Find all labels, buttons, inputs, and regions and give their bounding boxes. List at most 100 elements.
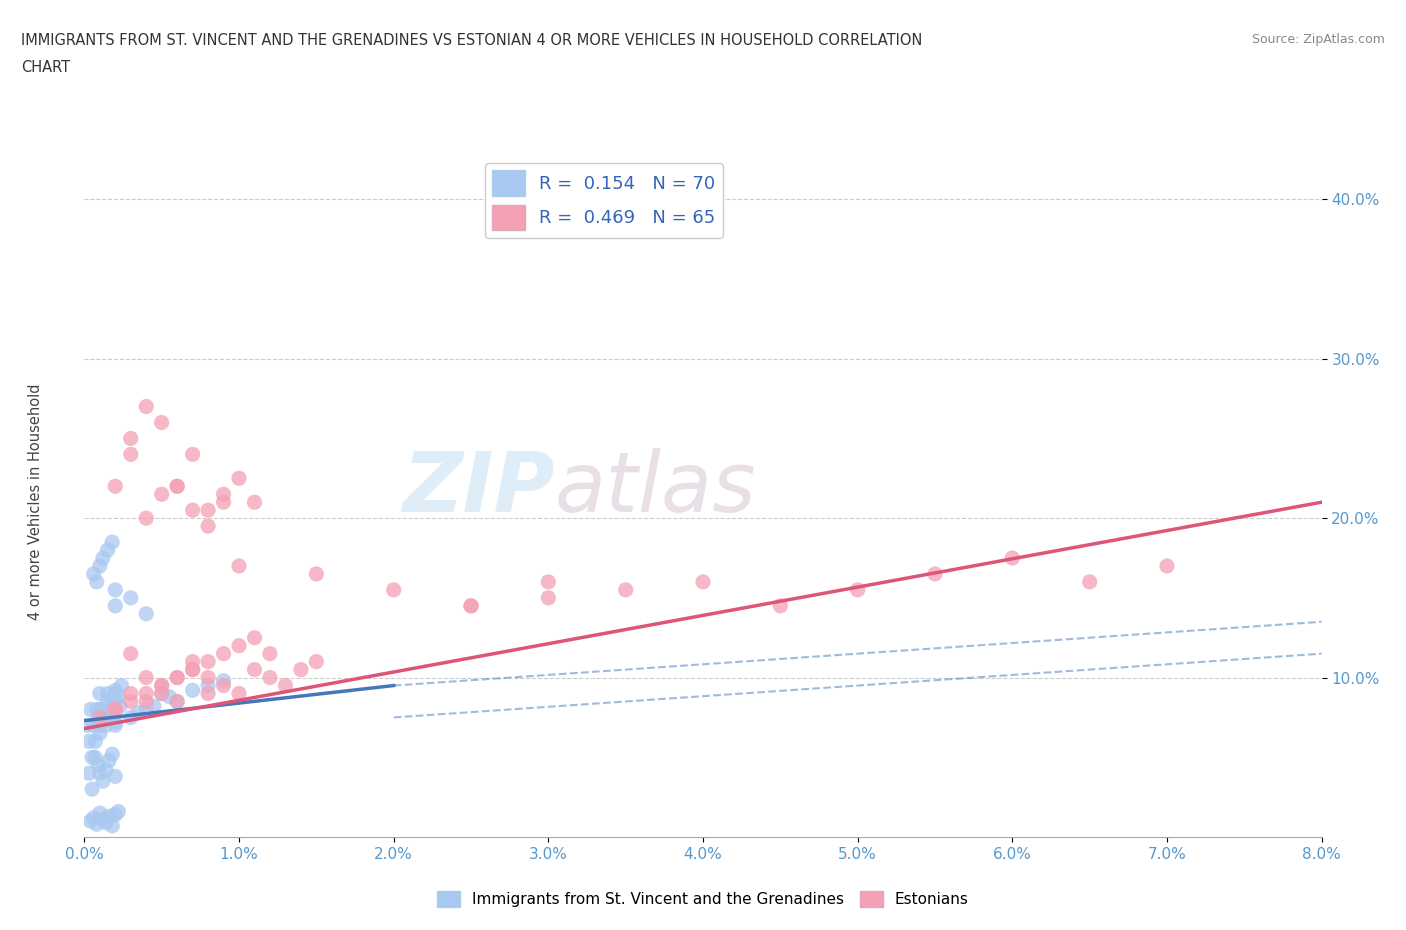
Point	[107, 689, 129, 704]
Point	[110, 678, 132, 693]
Point	[614, 224, 637, 239]
Point	[243, 631, 266, 645]
Point	[212, 673, 235, 688]
Point	[87, 758, 110, 773]
Point	[135, 511, 157, 525]
Point	[135, 606, 157, 621]
Point	[82, 782, 104, 797]
Point	[104, 715, 127, 730]
Point	[243, 495, 266, 510]
Point	[94, 718, 117, 733]
Point	[91, 812, 114, 827]
Point	[181, 503, 204, 518]
Point	[537, 591, 560, 605]
Point	[104, 718, 127, 733]
Point	[614, 582, 637, 597]
Point	[79, 702, 101, 717]
Point	[305, 654, 328, 669]
Point	[150, 678, 173, 693]
Point	[86, 575, 108, 590]
Point	[86, 817, 108, 831]
Point	[228, 471, 250, 485]
Point	[120, 686, 142, 701]
Point	[150, 678, 173, 693]
Point	[104, 694, 127, 709]
Point	[274, 678, 297, 693]
Point	[108, 698, 131, 713]
Point	[1001, 551, 1024, 565]
Point	[104, 702, 127, 717]
Point	[120, 694, 142, 709]
Point	[120, 447, 142, 462]
Legend: R =  0.154   N = 70, R =  0.469   N = 65: R = 0.154 N = 70, R = 0.469 N = 65	[485, 163, 723, 237]
Point	[150, 686, 173, 701]
Point	[93, 710, 115, 724]
Point	[104, 598, 127, 613]
Point	[101, 747, 124, 762]
Point	[212, 495, 235, 510]
Point	[166, 671, 188, 685]
Point	[91, 551, 114, 565]
Point	[104, 582, 127, 597]
Point	[103, 702, 125, 717]
Point	[692, 575, 714, 590]
Point	[77, 765, 100, 780]
Point	[104, 769, 127, 784]
Point	[83, 566, 105, 581]
Point	[94, 763, 117, 777]
Point	[259, 671, 281, 685]
Point	[89, 718, 111, 733]
Point	[104, 807, 127, 822]
Text: 4 or more Vehicles in Household: 4 or more Vehicles in Household	[28, 384, 42, 620]
Point	[98, 809, 121, 824]
Point	[1078, 575, 1101, 590]
Point	[166, 694, 188, 709]
Point	[228, 559, 250, 574]
Point	[212, 646, 235, 661]
Point	[76, 718, 98, 733]
Point	[82, 750, 104, 764]
Point	[83, 718, 105, 733]
Point	[79, 814, 101, 829]
Point	[89, 765, 111, 780]
Point	[84, 734, 107, 749]
Point	[228, 638, 250, 653]
Point	[846, 582, 869, 597]
Point	[197, 671, 219, 685]
Point	[135, 686, 157, 701]
Point	[382, 582, 405, 597]
Point	[259, 646, 281, 661]
Point	[87, 710, 110, 724]
Point	[104, 705, 127, 720]
Point	[1156, 559, 1178, 574]
Point	[159, 689, 180, 704]
Point	[104, 702, 127, 717]
Point	[197, 686, 219, 701]
Legend: Immigrants from St. Vincent and the Grenadines, Estonians: Immigrants from St. Vincent and the Gren…	[432, 884, 974, 913]
Point	[94, 816, 117, 830]
Point	[460, 598, 482, 613]
Point	[135, 671, 157, 685]
Point	[120, 646, 142, 661]
Point	[104, 683, 127, 698]
Point	[924, 566, 946, 581]
Point	[120, 431, 142, 445]
Point	[197, 503, 219, 518]
Point	[212, 678, 235, 693]
Point	[166, 671, 188, 685]
Point	[96, 542, 118, 557]
Point	[305, 566, 328, 581]
Point	[143, 698, 166, 713]
Point	[83, 810, 105, 825]
Point	[98, 753, 121, 768]
Point	[228, 686, 250, 701]
Point	[96, 686, 118, 701]
Point	[104, 686, 127, 701]
Point	[101, 694, 124, 709]
Point	[104, 479, 127, 494]
Text: Source: ZipAtlas.com: Source: ZipAtlas.com	[1251, 33, 1385, 46]
Point	[135, 399, 157, 414]
Point	[181, 662, 204, 677]
Point	[243, 662, 266, 677]
Point	[120, 710, 142, 724]
